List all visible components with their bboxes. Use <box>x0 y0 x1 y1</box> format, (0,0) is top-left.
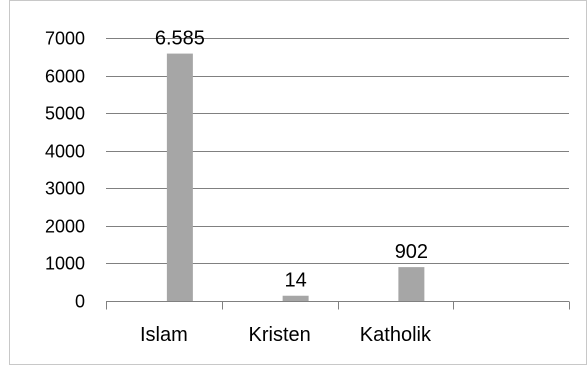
bar-katholik <box>398 267 425 301</box>
bar-islam <box>166 53 193 301</box>
y-tick-label: 7000 <box>45 29 85 49</box>
x-category-label: Islam <box>140 324 188 346</box>
y-tick-label: 1000 <box>45 254 85 274</box>
x-category-label: Katholik <box>360 324 432 346</box>
data-label: 6.585 <box>155 28 205 50</box>
y-tick-label: 5000 <box>45 104 85 124</box>
y-tick-label: 6000 <box>45 67 85 87</box>
x-category-label: Kristen <box>249 324 311 346</box>
y-tick-label: 3000 <box>45 179 85 199</box>
y-tick-label: 0 <box>75 292 85 312</box>
data-label: 902 <box>395 241 428 263</box>
axes <box>106 301 570 310</box>
labels: 0 1000 2000 3000 4000 5000 6000 7000 6.585 Islam 1… <box>45 28 432 346</box>
y-tick-label: 4000 <box>45 142 85 162</box>
y-tick-label: 2000 <box>45 217 85 237</box>
bar-kristen <box>282 295 309 301</box>
chart-border <box>9 0 587 365</box>
data-label: 14 <box>285 270 307 292</box>
bars <box>166 53 425 301</box>
